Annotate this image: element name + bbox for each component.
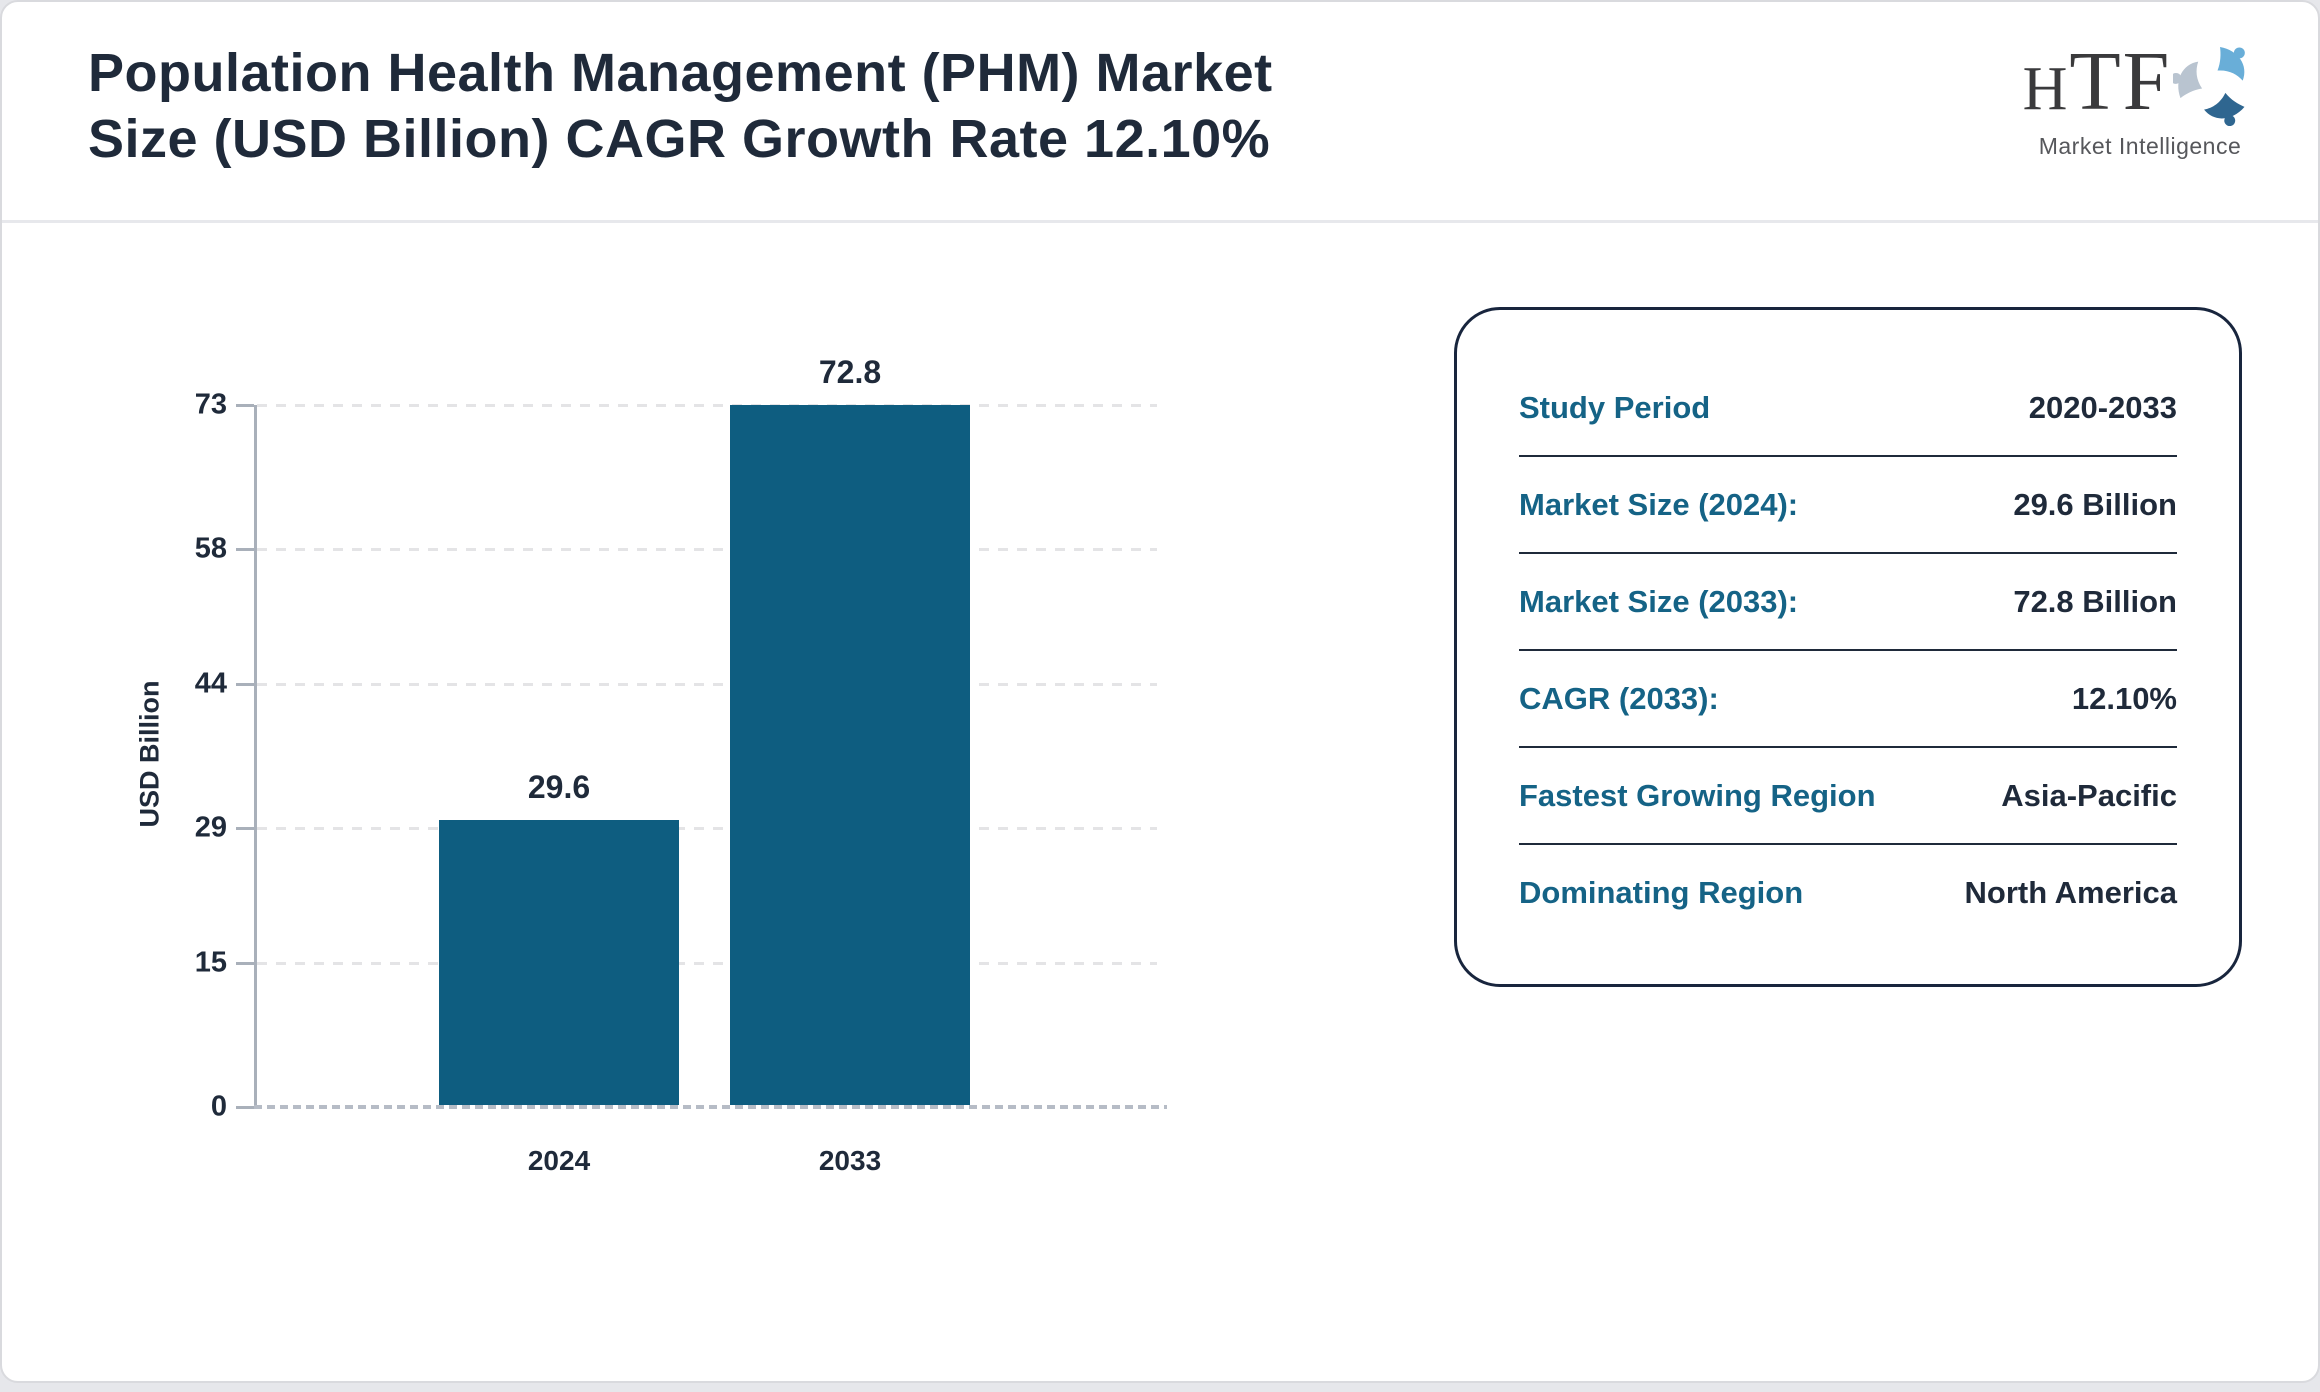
panel-row-value: 29.6 Billion — [2013, 486, 2177, 522]
htf-logo-letter-h: H — [2022, 55, 2070, 123]
page-title-line1: Population Health Management (PHM) Marke… — [88, 43, 1273, 103]
header-divider — [2, 220, 2318, 223]
y-tick-label: 29 — [194, 811, 227, 844]
y-tick-mark — [236, 1106, 254, 1109]
panel-row-value: 12.10% — [2071, 680, 2177, 716]
gridline — [257, 961, 1157, 965]
y-tick-mark — [236, 548, 254, 552]
gridline — [257, 404, 1157, 407]
y-tick-label: 58 — [194, 532, 227, 565]
panel-row: Study Period 2020-2033 — [1519, 360, 2177, 457]
y-axis-line — [254, 405, 257, 1109]
plot-area: 0 15 29 44 58 73 29.6 72.8 — [195, 354, 1167, 1123]
y-tick-mark — [236, 682, 254, 686]
gridline — [257, 827, 1157, 831]
y-tick-mark — [236, 827, 254, 831]
bar-2024 — [439, 820, 679, 1105]
panel-row-label: Study Period — [1519, 389, 1711, 425]
panel-row-value: Asia-Pacific — [2001, 777, 2177, 813]
bar-value-label: 72.8 — [818, 353, 882, 390]
htf-logo: HTF Market Intelligence — [2020, 40, 2260, 160]
y-tick-label: 73 — [194, 388, 227, 421]
panel-rows: Study Period 2020-2033 Market Size (2024):… — [1519, 360, 2177, 940]
panel-row: Market Size (2033): 72.8 Billion — [1519, 554, 2177, 651]
panel-row-label: Market Size (2024): — [1519, 486, 1799, 522]
panel-row-value: North America — [1964, 874, 2177, 910]
htf-logo-text: HTF — [2023, 40, 2172, 131]
page-title-line2: Size (USD Billion) CAGR Growth Rate 12.1… — [88, 109, 1271, 169]
bar-2033 — [730, 404, 970, 1105]
y-tick-label: 44 — [194, 667, 227, 700]
panel-row-label: Dominating Region — [1519, 874, 1804, 910]
gridline — [257, 682, 1157, 686]
bar-value-label: 29.6 — [527, 769, 591, 806]
y-tick-label: 0 — [210, 1090, 227, 1123]
panel-row: Fastest Growing Region Asia-Pacific — [1519, 748, 2177, 845]
htf-logo-top: HTF — [2020, 40, 2260, 131]
htf-logo-subtext: Market Intelligence — [2038, 133, 2242, 159]
y-tick-mark — [236, 961, 254, 965]
htf-swirl-icon — [2173, 47, 2246, 126]
x-axis-label-2033: 2033 — [818, 1145, 882, 1176]
y-axis-title: USD Billion — [134, 680, 165, 828]
panel-row: Dominating Region North America — [1519, 845, 2177, 940]
panel-row-label: CAGR (2033): — [1519, 680, 1719, 716]
panel-row: Market Size (2024): 29.6 Billion — [1519, 457, 2177, 554]
panel-row-label: Fastest Growing Region — [1519, 777, 1876, 813]
gridline — [257, 548, 1157, 552]
y-tick-mark — [236, 404, 254, 407]
panel-row: CAGR (2033): 12.10% — [1519, 651, 2177, 748]
summary-panel: Study Period 2020-2033 Market Size (2024):… — [1454, 307, 2242, 987]
panel-row-value: 2020-2033 — [2028, 389, 2177, 425]
y-tick-label: 15 — [194, 946, 227, 979]
htf-logo-letters-tf: TF — [2069, 35, 2172, 128]
x-axis-baseline — [254, 1105, 1167, 1109]
panel-row-value: 72.8 Billion — [2013, 583, 2177, 619]
x-axis-label-2024: 2024 — [527, 1145, 591, 1176]
page-title: Population Health Management (PHM) Marke… — [88, 40, 1273, 172]
panel-row-label: Market Size (2033): — [1519, 583, 1799, 619]
